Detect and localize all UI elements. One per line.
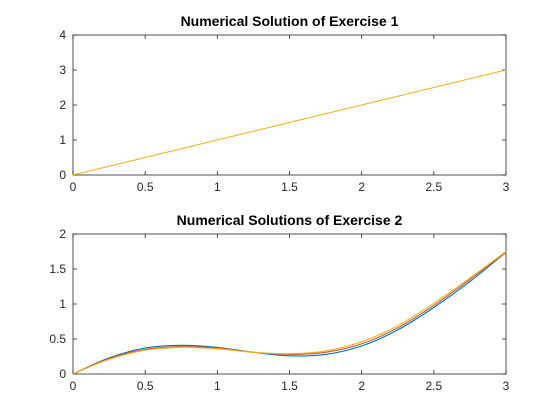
x-tick-label: 2: [358, 180, 365, 194]
y-tick-label: 2: [59, 227, 66, 241]
axes-box: [72, 34, 507, 176]
chart-title: Numerical Solutions of Exercise 2: [177, 212, 403, 228]
y-tick-label: 1: [59, 133, 66, 147]
subplot-exercise-1: Numerical Solution of Exercise 1 0 0.5 1 1.5…: [59, 13, 509, 194]
x-tick-label: 0: [70, 379, 77, 393]
y-tick-label: 1.5: [49, 262, 66, 276]
series-line-1: [72, 251, 507, 375]
x-tick-label: 1: [214, 379, 221, 393]
x-tick-label: 0.5: [137, 180, 154, 194]
x-tick-label: 1.5: [281, 180, 298, 194]
y-tick-label: 0: [59, 168, 66, 182]
chart-title: Numerical Solution of Exercise 1: [181, 13, 399, 29]
x-tick-label: 2.5: [425, 379, 442, 393]
y-tick-label: 3: [59, 63, 66, 77]
x-tick-label: 2.5: [425, 180, 442, 194]
y-tick-label: 2: [59, 98, 66, 112]
x-tick-label: 3: [503, 180, 510, 194]
x-tick-label: 0: [70, 180, 77, 194]
x-tick-label: 1.5: [281, 379, 298, 393]
series-line-2: [72, 251, 507, 375]
x-tick-label: 1: [214, 180, 221, 194]
subplot-exercise-2: Numerical Solutions of Exercise 2 0 0.5 1 1.…: [49, 212, 509, 393]
series-line-3: [72, 251, 507, 375]
y-tick-label: 4: [59, 28, 66, 42]
y-tick-label: 1: [59, 297, 66, 311]
x-tick-label: 3: [503, 379, 510, 393]
y-tick-label: 0: [59, 367, 66, 381]
x-tick-label: 2: [358, 379, 365, 393]
y-tick-label: 0.5: [49, 332, 66, 346]
axes-box: [72, 233, 507, 375]
series-line-1: [72, 69, 507, 176]
x-tick-label: 0.5: [137, 379, 154, 393]
